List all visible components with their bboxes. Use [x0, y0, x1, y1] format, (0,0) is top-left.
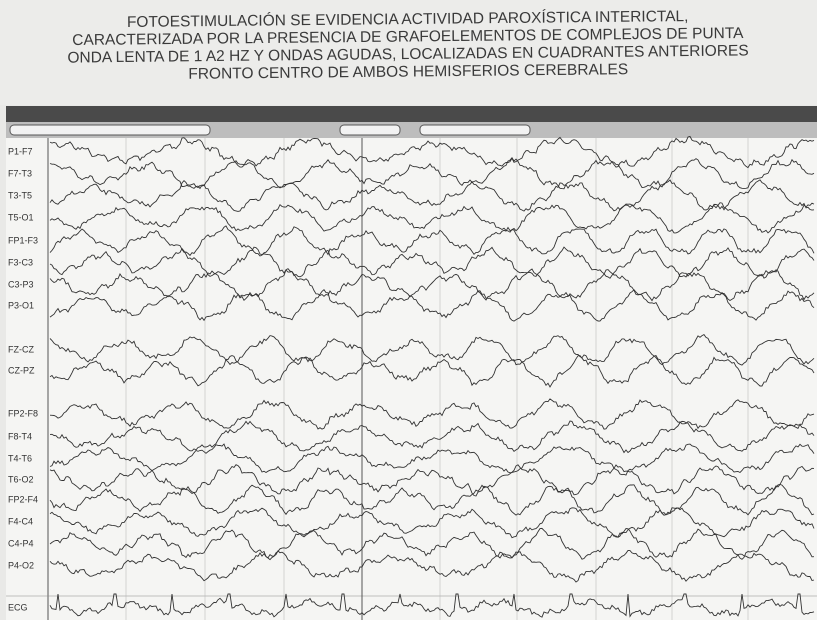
channel-label: F8-T4	[8, 431, 32, 441]
toolbar	[6, 106, 817, 122]
channel-label: FP2-F4	[8, 494, 38, 504]
channel-label: T4-T6	[8, 453, 32, 463]
control	[10, 125, 210, 135]
channel-label: FP1-F3	[8, 235, 38, 245]
channel-label: CZ-PZ	[8, 365, 35, 375]
channel-label: FP2-F8	[8, 408, 38, 418]
page: FOTOESTIMULACIÓN SE EVIDENCIA ACTIVIDAD …	[0, 0, 817, 620]
channel-label: ECG	[8, 602, 28, 612]
channel-label: C3-P3	[8, 279, 34, 289]
channel-label: FZ-CZ	[8, 344, 34, 354]
control	[420, 125, 530, 135]
channel-label: T6-O2	[8, 474, 34, 484]
control	[340, 125, 400, 135]
eeg-photo: FOTOESTIMULACIÓN SE EVIDENCIA ACTIVIDAD …	[0, 0, 817, 620]
channel-label: P1-F7	[8, 146, 33, 156]
channel-label: F4-C4	[8, 516, 33, 526]
channel-label: C4-P4	[8, 538, 34, 548]
channel-label: F7-T3	[8, 168, 32, 178]
channel-label: T3-T5	[8, 190, 32, 200]
channel-label: P3-O1	[8, 300, 34, 310]
channel-label: T5-O1	[8, 212, 34, 222]
channel-label: F3-C3	[8, 257, 33, 267]
channel-label: P4-O2	[8, 560, 34, 570]
